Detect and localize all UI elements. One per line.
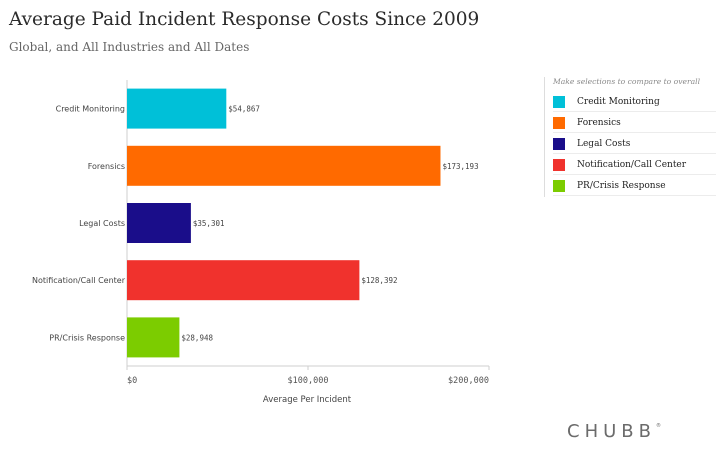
category-label: Forensics bbox=[88, 162, 125, 171]
registered-mark: ® bbox=[655, 423, 661, 429]
legend-swatch bbox=[553, 137, 565, 150]
chart-title: Average Paid Incident Response Costs Sin… bbox=[9, 9, 480, 30]
bar[interactable] bbox=[127, 317, 180, 358]
value-label: $173,193 bbox=[442, 162, 478, 171]
legend-label: Notification/Call Center bbox=[577, 159, 687, 170]
bar[interactable] bbox=[127, 260, 360, 301]
legend-swatch bbox=[553, 116, 565, 129]
legend-item[interactable]: Forensics bbox=[553, 113, 716, 133]
category-label: PR/Crisis Response bbox=[49, 333, 125, 342]
bar[interactable] bbox=[127, 145, 441, 186]
logo-text: CHUBB bbox=[567, 421, 656, 442]
legend-swatch bbox=[553, 158, 565, 171]
chubb-logo: CHUBB® bbox=[567, 421, 661, 442]
x-axis-title: Average Per Incident bbox=[263, 395, 352, 405]
chart-subtitle: Global, and All Industries and All Dates bbox=[9, 40, 250, 54]
value-label: $128,392 bbox=[361, 276, 397, 285]
legend-label: Forensics bbox=[577, 117, 621, 128]
bar[interactable] bbox=[127, 203, 191, 243]
value-label: $54,867 bbox=[228, 105, 260, 114]
legend-swatch bbox=[553, 179, 565, 192]
legend-label: Credit Monitoring bbox=[577, 96, 660, 107]
category-label: Legal Costs bbox=[79, 219, 125, 228]
legend: Make selections to compare to overall Cr… bbox=[544, 77, 716, 197]
value-label: $35,301 bbox=[193, 219, 225, 228]
legend-label: Legal Costs bbox=[577, 138, 631, 149]
bar[interactable] bbox=[127, 88, 227, 129]
category-label: Credit Monitoring bbox=[56, 105, 125, 114]
legend-item[interactable]: Notification/Call Center bbox=[553, 155, 716, 175]
legend-swatch bbox=[553, 95, 565, 108]
x-tick-label: $100,000 bbox=[288, 376, 329, 386]
legend-item[interactable]: PR/Crisis Response bbox=[553, 176, 716, 196]
legend-item[interactable]: Credit Monitoring bbox=[553, 92, 716, 112]
x-tick-label: $0 bbox=[127, 376, 137, 386]
legend-item[interactable]: Legal Costs bbox=[553, 134, 716, 154]
x-tick-label: $200,000 bbox=[448, 376, 489, 386]
category-label: Notification/Call Center bbox=[32, 276, 126, 285]
legend-hint: Make selections to compare to overall bbox=[553, 77, 701, 86]
legend-label: PR/Crisis Response bbox=[577, 180, 666, 191]
value-label: $28,948 bbox=[181, 333, 213, 342]
